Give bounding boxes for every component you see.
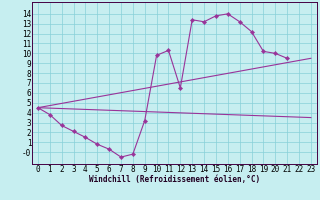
- X-axis label: Windchill (Refroidissement éolien,°C): Windchill (Refroidissement éolien,°C): [89, 175, 260, 184]
